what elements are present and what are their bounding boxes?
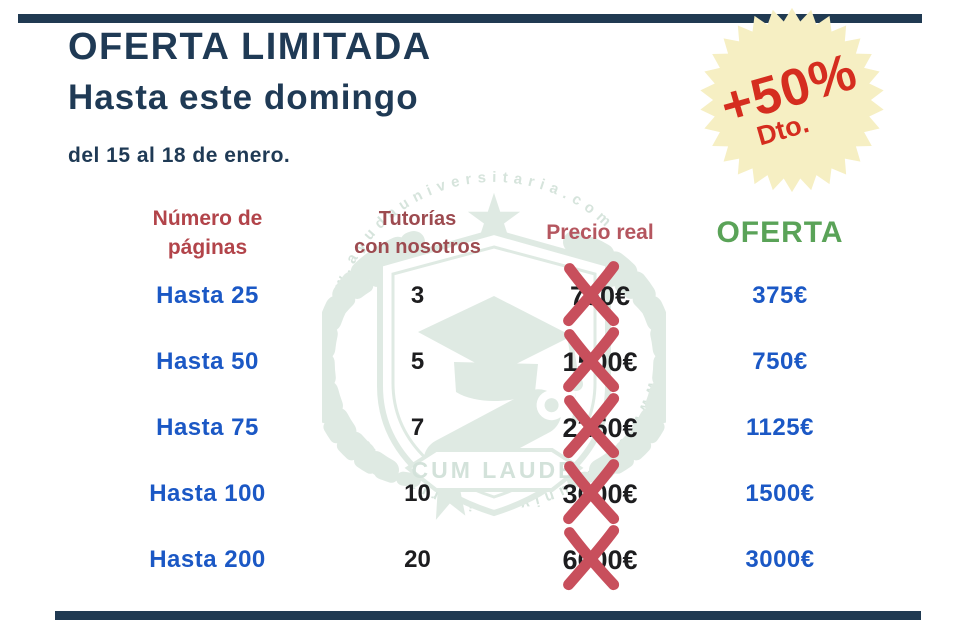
top-divider-bar xyxy=(18,14,922,23)
cell-offer: 3000€ xyxy=(745,546,815,573)
bottom-divider-bar xyxy=(55,611,921,620)
table-row: Hasta 100 10 3000€ 1500€ xyxy=(100,459,880,527)
cell-offer: 1125€ xyxy=(746,414,814,441)
starburst-icon xyxy=(700,7,884,193)
table-row: Hasta 25 3 750€ 375€ xyxy=(100,261,880,329)
table-row: Hasta 75 7 2250€ 1125€ xyxy=(100,393,880,461)
cell-tutoring: 10 xyxy=(404,480,431,507)
cell-tutoring: 20 xyxy=(404,546,431,573)
price-table: Hasta 25 3 750€ 375€ Hasta 50 5 1500€ 75… xyxy=(0,261,960,593)
cell-tutoring: 5 xyxy=(410,348,425,375)
column-header-tutoring: Tutorías con nosotros xyxy=(315,205,520,261)
cell-pages: Hasta 100 xyxy=(149,480,266,507)
cell-pages: Hasta 200 xyxy=(149,546,266,573)
table-row: Hasta 200 20 6000€ 3000€ xyxy=(100,525,880,593)
table-header-row: Número de páginas Tutorías con nosotros … xyxy=(100,196,880,270)
real-price-text: 2250€ xyxy=(562,412,638,443)
real-price-text: 3000€ xyxy=(562,478,638,509)
column-header-tutoring-line2: con nosotros xyxy=(354,236,481,258)
cell-tutoring: 7 xyxy=(410,414,425,441)
column-header-pages-line2: páginas xyxy=(167,236,248,259)
real-price-text: 6000€ xyxy=(562,544,638,575)
cell-tutoring: 3 xyxy=(410,282,425,309)
cell-real-price: 6000€ xyxy=(562,525,638,591)
column-header-real-price: Precio real xyxy=(546,221,654,244)
watermark-brand-label: CUM LAUDE xyxy=(412,457,577,483)
badge-burst-shape xyxy=(700,7,884,193)
page-subtitle: Hasta este domingo xyxy=(68,78,419,117)
page-title: OFERTA LIMITADA xyxy=(68,26,432,68)
cell-pages: Hasta 25 xyxy=(156,282,259,309)
real-price-text: 1500€ xyxy=(562,346,638,377)
cell-real-price: 1500€ xyxy=(562,327,638,393)
column-header-tutoring-line1: Tutorías xyxy=(378,208,457,230)
cell-offer: 750€ xyxy=(752,348,808,375)
cell-offer: 375€ xyxy=(752,282,808,309)
date-range: del 15 al 18 de enero. xyxy=(68,144,291,167)
cell-real-price: 750€ xyxy=(563,261,631,327)
discount-badge: +50% Dto. xyxy=(698,6,886,194)
cell-real-price: 2250€ xyxy=(562,393,638,459)
table-row: Hasta 50 5 1500€ 750€ xyxy=(100,327,880,395)
cell-pages: Hasta 50 xyxy=(156,348,259,375)
cell-offer: 1500€ xyxy=(745,480,815,507)
column-header-offer: OFERTA xyxy=(716,216,844,249)
column-header-pages: Número de páginas xyxy=(100,204,315,263)
cell-real-price: 3000€ xyxy=(562,459,638,525)
cell-pages: Hasta 75 xyxy=(156,414,259,441)
real-price-text: 750€ xyxy=(569,280,631,311)
column-header-pages-line1: Número de xyxy=(152,206,263,230)
